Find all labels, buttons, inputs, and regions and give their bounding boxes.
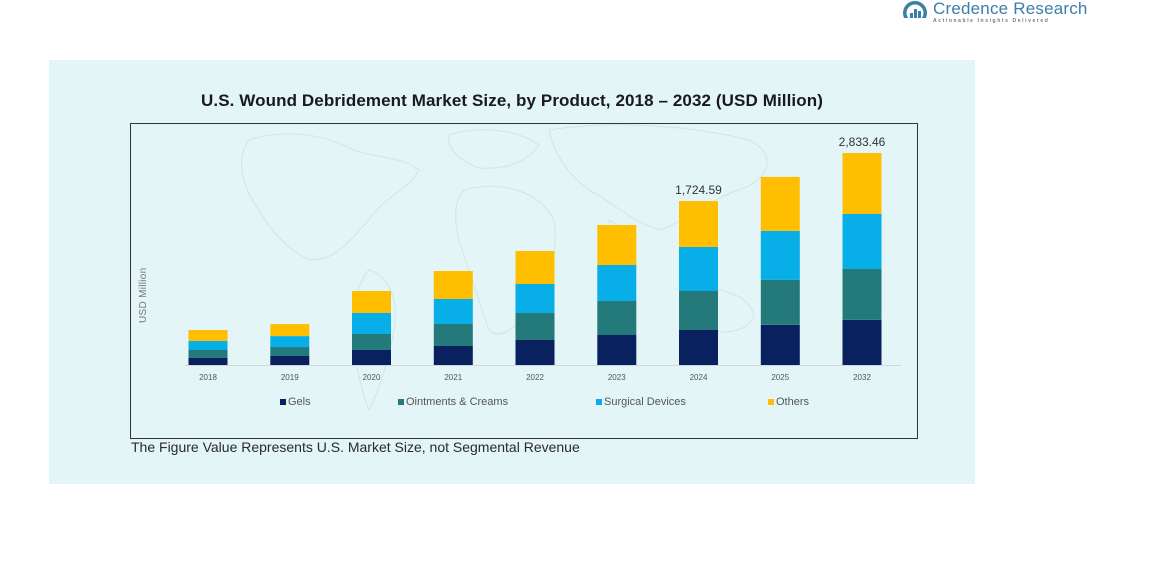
bar-segment-ointments-creams-2023 — [597, 301, 637, 335]
brand-name: Credence Research — [933, 0, 1088, 18]
chart-panel: U.S. Wound Debridement Market Size, by P… — [49, 60, 975, 484]
legend-item-gels: Gels — [280, 396, 311, 408]
bar-segment-others-2019 — [270, 324, 310, 337]
x-tick-label: 2022 — [526, 373, 544, 382]
bar-segment-others-2022 — [515, 251, 555, 284]
bar-segment-surgical-devices-2022 — [515, 284, 555, 313]
data-label-2024: 1,724.59 — [675, 183, 722, 197]
bar-segment-ointments-creams-2025 — [760, 279, 800, 325]
bar-segment-others-2021 — [433, 271, 473, 299]
legend-swatch — [596, 399, 602, 405]
bar-segment-ointments-creams-2022 — [515, 313, 555, 340]
bar-segment-ointments-creams-2019 — [270, 347, 310, 356]
x-tick-label: 2025 — [771, 373, 789, 382]
bar-segment-others-2032 — [842, 153, 882, 214]
bar-segment-gels-2018 — [188, 358, 228, 365]
x-tick-label: 2023 — [608, 373, 626, 382]
x-tick-label: 2019 — [281, 373, 299, 382]
bar-segment-surgical-devices-2020 — [352, 313, 391, 334]
bar-segment-surgical-devices-2024 — [679, 247, 718, 291]
legend-item-ointments-creams: Ointments & Creams — [398, 396, 508, 408]
x-tick-label: 2032 — [853, 373, 871, 382]
legend-label: Ointments & Creams — [406, 396, 509, 408]
bar-segment-gels-2022 — [515, 340, 555, 365]
bar-segment-surgical-devices-2021 — [433, 299, 473, 324]
bar-segment-surgical-devices-2032 — [842, 214, 882, 269]
bar-segment-others-2024 — [679, 201, 718, 247]
bar-segment-surgical-devices-2018 — [188, 341, 228, 350]
stacked-bar-chart: 2018 2019 2020 2021 2022 2023 2024 1,724.59 2025… — [185, 135, 901, 382]
bar-segment-surgical-devices-2023 — [597, 265, 637, 301]
bar-segment-surgical-devices-2019 — [270, 336, 310, 348]
y-axis-label: USD Million — [138, 267, 149, 323]
x-tick-label: 2020 — [363, 373, 381, 382]
legend-label: Others — [776, 396, 810, 408]
bar-segment-others-2025 — [760, 176, 800, 231]
bar-segment-others-2023 — [597, 225, 637, 265]
data-label-2032: 2,833.46 — [839, 135, 886, 149]
brand-tagline: Actionable Insights Delivered — [933, 18, 1050, 24]
logo-chart-icon — [902, 0, 928, 26]
footnote: The Figure Value Represents U.S. Market … — [131, 439, 580, 455]
bar-segment-gels-2021 — [433, 346, 473, 365]
bar-segment-ointments-creams-2024 — [679, 291, 718, 330]
x-tick-label: 2024 — [690, 373, 708, 382]
credence-research-logo: Credence Research Actionable Insights De… — [902, 0, 1088, 26]
legend-item-surgical-devices: Surgical Devices — [596, 396, 686, 408]
bar-segment-ointments-creams-2018 — [188, 350, 228, 358]
plot-frame — [130, 123, 918, 439]
legend-swatch — [768, 399, 774, 405]
bar-segment-surgical-devices-2025 — [760, 230, 800, 280]
bar-segment-ointments-creams-2032 — [842, 268, 882, 320]
bar-segment-ointments-creams-2020 — [352, 334, 391, 350]
bar-segment-gels-2020 — [352, 350, 391, 365]
bar-segment-gels-2024 — [679, 330, 718, 365]
bar-segment-gels-2019 — [270, 356, 310, 365]
bar-segment-gels-2032 — [842, 320, 882, 365]
chart-title: U.S. Wound Debridement Market Size, by P… — [201, 91, 823, 110]
x-tick-label: 2018 — [199, 373, 217, 382]
bar-segment-gels-2025 — [760, 325, 800, 365]
legend-label: Gels — [288, 396, 311, 408]
bar-segment-others-2018 — [188, 330, 228, 341]
legend-swatch — [398, 399, 404, 405]
legend-label: Surgical Devices — [604, 396, 686, 408]
bar-segment-ointments-creams-2021 — [433, 324, 473, 346]
bar-segment-others-2020 — [352, 291, 391, 313]
bar-segment-gels-2023 — [597, 335, 637, 365]
legend-swatch — [280, 399, 286, 405]
x-tick-label: 2021 — [444, 373, 462, 382]
legend-item-others: Others — [768, 396, 809, 408]
